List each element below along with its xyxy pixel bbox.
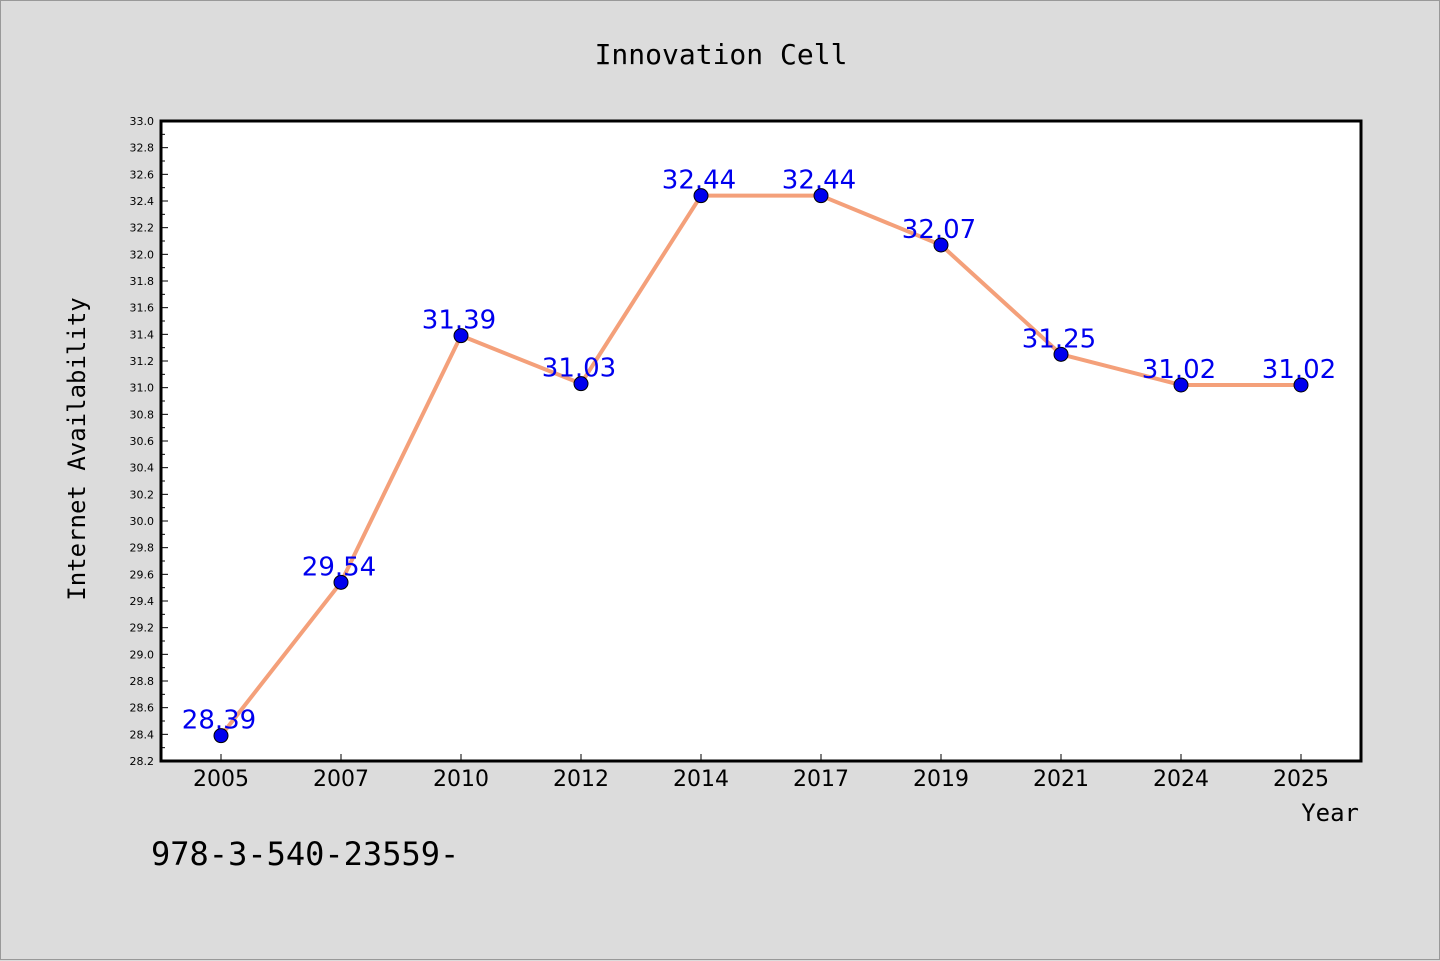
data-labels: 28.39 29.54 31.39 31.03 32.44 32.44 32.07 31.25…	[182, 166, 1336, 736]
series-line-group	[219, 193, 1303, 738]
x-tick-label: 2010	[433, 767, 489, 792]
plot-area	[159, 119, 1363, 763]
data-point	[213, 728, 229, 744]
data-point	[933, 237, 949, 253]
x-axis-label: Year	[1301, 799, 1359, 827]
data-label: 32.07	[902, 215, 976, 245]
y-tick-label: 32.2	[130, 222, 155, 235]
y-tick-label: 29.4	[130, 595, 155, 608]
y-tick-label: 28.4	[130, 728, 155, 741]
data-label: 32.44	[662, 166, 736, 196]
data-label: 31.02	[1142, 355, 1216, 385]
y-axis: 28.2 28.4 28.6 28.8 29.0 29.2 29.4 29.6 29.8 30.0…	[130, 115, 168, 768]
y-tick-label: 30.4	[130, 462, 155, 475]
x-tick-label: 2005	[193, 767, 249, 792]
y-tick-label: 29.2	[130, 622, 155, 635]
y-tick-label: 28.2	[130, 755, 155, 768]
data-point	[1173, 377, 1189, 393]
y-tick-label: 30.8	[130, 408, 155, 421]
x-tick-label: 2021	[1033, 767, 1089, 792]
data-point	[693, 188, 709, 204]
chart-title: Innovation Cell	[595, 38, 848, 71]
y-tick-label: 29.0	[130, 648, 155, 661]
data-label: 32.44	[782, 166, 856, 196]
data-label: 31.02	[1262, 355, 1336, 385]
y-tick-label: 32.0	[130, 248, 155, 261]
y-tick-label: 32.6	[130, 168, 155, 181]
data-point	[1053, 346, 1069, 362]
y-tick-label: 28.8	[130, 675, 155, 688]
y-tick-label: 31.4	[130, 328, 155, 341]
y-tick-label: 29.6	[130, 568, 155, 581]
x-tick-label: 2017	[793, 767, 849, 792]
y-axis-label: Internet Availability	[63, 297, 91, 600]
x-tick-label: 2024	[1153, 767, 1209, 792]
y-tick-label: 33.0	[130, 115, 155, 128]
series-line	[219, 193, 1303, 738]
x-tick-label: 2014	[673, 767, 729, 792]
y-tick-label: 29.8	[130, 542, 155, 555]
data-point	[1293, 377, 1309, 393]
y-tick-label: 31.2	[130, 355, 155, 368]
x-tick-label: 2012	[553, 767, 609, 792]
x-tick-label: 2025	[1273, 767, 1329, 792]
data-label: 29.54	[302, 552, 376, 582]
x-tick-label: 2007	[313, 767, 369, 792]
data-label: 31.39	[422, 306, 496, 336]
y-tick-label: 32.4	[130, 195, 155, 208]
y-tick-label: 30.0	[130, 515, 155, 528]
x-axis: 2005 2007 2010 2012 2014 2017 2019 2021 2024 2025	[193, 754, 1329, 792]
data-label: 31.25	[1022, 324, 1096, 354]
footer-text: 978-3-540-23559-	[151, 835, 459, 873]
y-tick-label: 30.2	[130, 488, 155, 501]
y-tick-label: 31.6	[130, 302, 155, 315]
y-tick-label: 28.6	[130, 702, 155, 715]
data-point	[813, 188, 829, 204]
y-tick-label: 32.8	[130, 142, 155, 155]
x-tick-label: 2019	[913, 767, 969, 792]
data-label: 28.39	[182, 706, 256, 736]
y-tick-label: 31.0	[130, 382, 155, 395]
data-label: 31.03	[542, 354, 616, 384]
data-point	[453, 328, 469, 344]
data-point	[573, 376, 589, 392]
data-point	[333, 574, 349, 590]
y-tick-label: 31.8	[130, 275, 155, 288]
y-tick-label: 30.6	[130, 435, 155, 448]
data-markers	[213, 188, 1309, 744]
